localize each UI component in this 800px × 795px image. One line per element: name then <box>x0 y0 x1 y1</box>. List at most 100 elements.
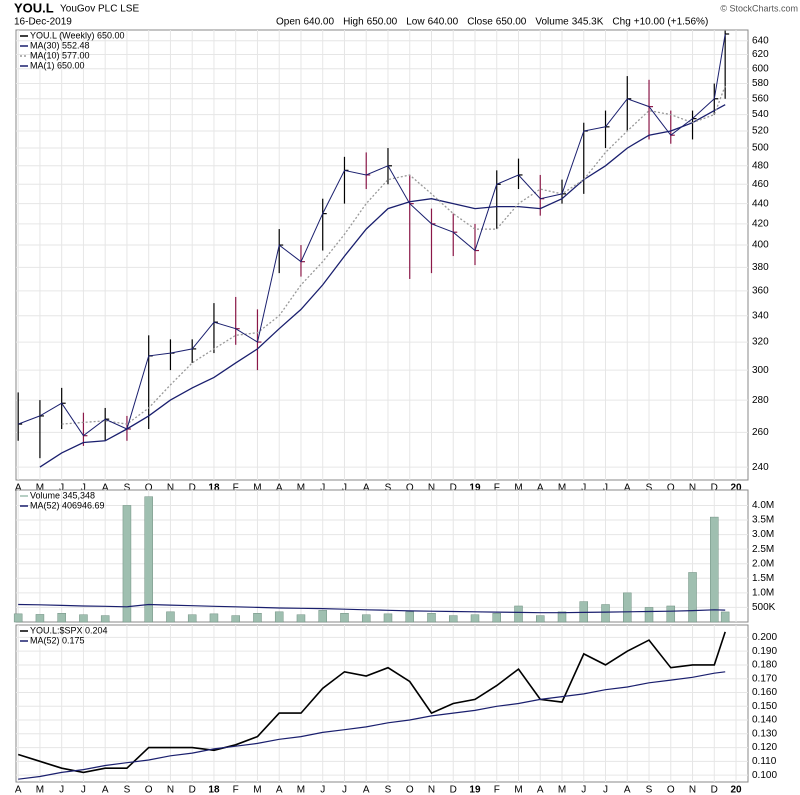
x-tick-label: F <box>233 483 239 494</box>
x-tick-label: S <box>385 483 392 494</box>
quote-value: 650.00 <box>367 17 398 28</box>
x-tick-label: 20 <box>730 785 742 795</box>
x-tick-label: A <box>102 483 109 494</box>
volume-bar <box>666 605 676 623</box>
copyright: © StockCharts.com <box>720 3 798 13</box>
line <box>39 104 726 468</box>
y-tick-label: 0.150 <box>752 701 777 712</box>
quote-value: 345.3K <box>572 17 604 28</box>
x-tick-label: M <box>36 483 44 494</box>
x-tick-label: A <box>15 483 22 494</box>
line <box>18 33 726 437</box>
volume-bar <box>601 604 610 623</box>
volume-bar <box>688 572 697 623</box>
y-tick-label: 0.200 <box>752 632 777 643</box>
volume-bar <box>209 613 219 623</box>
company: YouGov PLC LSE <box>60 4 139 15</box>
y-tick-label: 360 <box>752 286 769 297</box>
y-tick-label: 560 <box>752 93 769 104</box>
x-tick-label: M <box>36 785 44 795</box>
volume-bar <box>623 592 632 623</box>
quote-value: 640.00 <box>428 17 459 28</box>
legend-label: MA(52) 406946.69 <box>30 500 105 510</box>
y-tick-label: 480 <box>752 160 769 171</box>
y-tick-label: 0.140 <box>752 715 777 726</box>
y-tick-label: 0.160 <box>752 687 777 698</box>
x-tick-label: J <box>342 483 347 494</box>
x-tick-label: N <box>689 785 696 795</box>
y-tick-label: 0.180 <box>752 660 777 671</box>
x-tick-label: J <box>59 785 64 795</box>
x-tick-label: J <box>320 483 325 494</box>
volume-bar <box>644 607 654 623</box>
y-tick-label: 380 <box>752 262 769 273</box>
y-tick-label: 300 <box>752 365 769 376</box>
quote-value: 650.00 <box>496 17 527 28</box>
x-tick-label: S <box>385 785 392 795</box>
volume-bar <box>536 615 545 623</box>
x-tick-label: M <box>558 483 566 494</box>
x-tick-label: A <box>624 785 631 795</box>
legend-label: Volume 345,348 <box>30 490 95 500</box>
x-tick-label: J <box>342 785 347 795</box>
y-tick-label: 580 <box>752 78 769 89</box>
y-tick-label: 2.0M <box>752 558 774 569</box>
x-tick-label: 19 <box>469 483 481 494</box>
x-tick-label: M <box>253 785 261 795</box>
x-tick-label: J <box>81 483 86 494</box>
legend-label: MA(10) 577.00 <box>30 50 90 60</box>
x-tick-label: D <box>189 483 196 494</box>
volume-bar <box>448 615 458 623</box>
volume-bar <box>514 605 523 623</box>
panel <box>15 489 749 623</box>
y-tick-label: 440 <box>752 198 769 209</box>
y-tick-label: 540 <box>752 109 769 120</box>
volume-bar <box>274 611 284 623</box>
x-tick-label: J <box>81 785 86 795</box>
y-tick-label: 1.0M <box>752 588 774 599</box>
legend-label: YOU.L:$SPX 0.204 <box>30 625 108 635</box>
y-tick-label: 2.5M <box>752 544 774 555</box>
x-tick-label: 20 <box>730 483 742 494</box>
x-tick-label: J <box>59 483 64 494</box>
x-tick-label: F <box>494 483 500 494</box>
volume-bar <box>100 615 110 623</box>
x-tick-label: D <box>450 483 457 494</box>
y-tick-label: 3.5M <box>752 515 774 526</box>
y-tick-label: 520 <box>752 126 769 137</box>
x-tick-label: J <box>581 785 586 795</box>
y-tick-label: 0.130 <box>752 728 777 739</box>
volume-bar <box>470 614 480 623</box>
legend-label: YOU.L (Weekly) 650.00 <box>30 30 125 40</box>
x-tick-label: J <box>320 785 325 795</box>
y-tick-label: 240 <box>752 462 769 473</box>
quote-label: Low <box>406 17 425 28</box>
x-tick-label: M <box>514 483 522 494</box>
y-tick-label: 260 <box>752 427 769 438</box>
quote-label: Close <box>467 17 493 28</box>
x-tick-label: S <box>124 785 131 795</box>
y-tick-label: 0.190 <box>752 646 777 657</box>
legend-label: MA(52) 0.175 <box>30 635 85 645</box>
x-tick-label: A <box>537 483 544 494</box>
y-tick-label: 1.5M <box>752 573 774 584</box>
x-tick-label: 18 <box>208 483 220 494</box>
y-tick-label: 0.100 <box>752 770 777 781</box>
volume-bar <box>340 613 349 623</box>
x-tick-label: J <box>603 483 608 494</box>
x-tick-label: O <box>667 785 675 795</box>
x-tick-label: S <box>124 483 131 494</box>
y-tick-label: 460 <box>752 179 769 190</box>
x-tick-label: M <box>253 483 261 494</box>
x-tick-label: O <box>406 785 414 795</box>
y-tick-label: 600 <box>752 63 769 74</box>
volume-bar <box>405 611 414 623</box>
quote-value: +10.00 (+1.56%) <box>634 17 709 28</box>
x-tick-label: O <box>145 483 153 494</box>
volume-bar <box>13 613 23 623</box>
x-tick-label: 18 <box>208 785 220 795</box>
volume-bar <box>720 611 730 623</box>
volume-bar <box>557 611 567 623</box>
x-tick-label: M <box>297 483 305 494</box>
date: 16-Dec-2019 <box>14 17 72 28</box>
